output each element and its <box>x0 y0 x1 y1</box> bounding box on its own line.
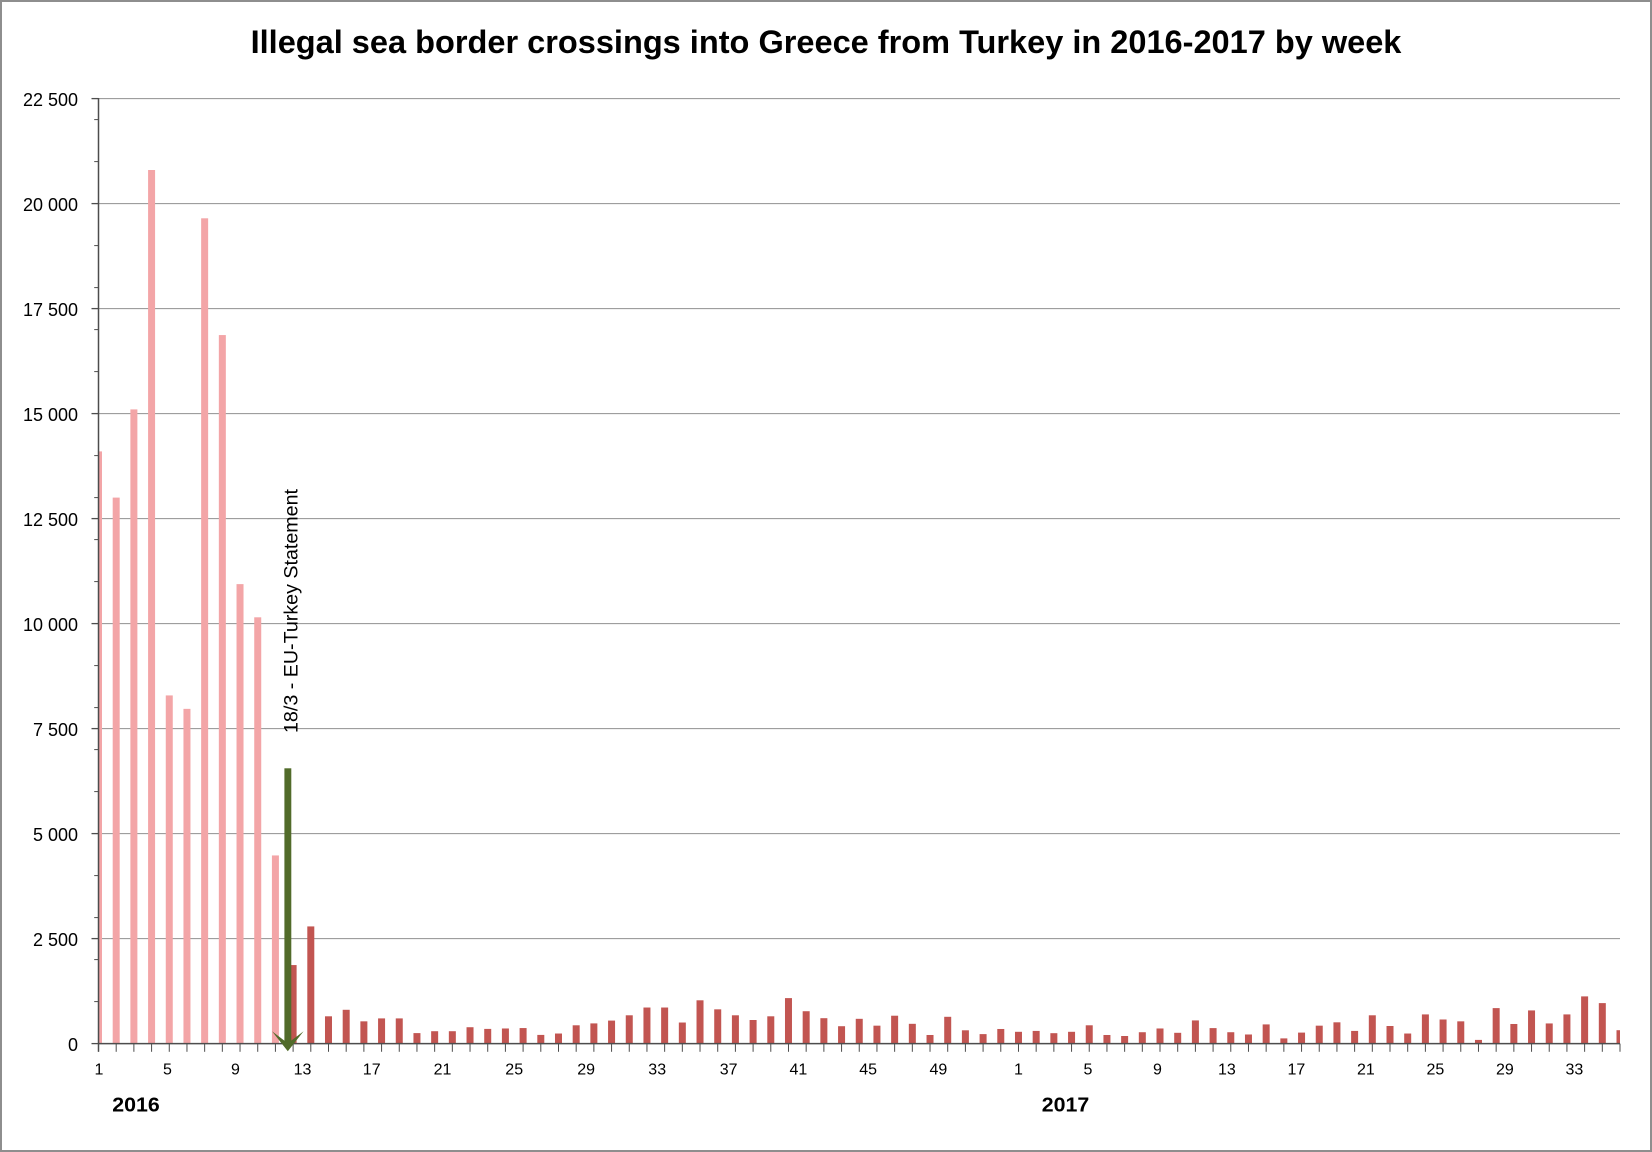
svg-text:9: 9 <box>231 1062 240 1079</box>
svg-text:29: 29 <box>577 1062 595 1079</box>
svg-text:29: 29 <box>1496 1062 1514 1079</box>
svg-text:25: 25 <box>1427 1062 1445 1079</box>
svg-text:15 000: 15 000 <box>23 405 78 425</box>
svg-text:12 500: 12 500 <box>23 510 78 530</box>
svg-text:37: 37 <box>720 1062 738 1079</box>
svg-text:21: 21 <box>1357 1062 1375 1079</box>
svg-text:Illegal sea border crossings i: Illegal sea border crossings into Greece… <box>251 23 1403 60</box>
svg-text:49: 49 <box>930 1062 948 1079</box>
svg-text:25: 25 <box>505 1062 523 1079</box>
svg-text:17: 17 <box>363 1062 381 1079</box>
svg-text:10 000: 10 000 <box>23 615 78 635</box>
svg-text:22 500: 22 500 <box>23 90 78 110</box>
svg-text:33: 33 <box>1566 1062 1584 1079</box>
svg-text:0: 0 <box>68 1035 78 1055</box>
svg-text:5: 5 <box>1083 1062 1092 1079</box>
svg-text:17 500: 17 500 <box>23 300 78 320</box>
svg-text:21: 21 <box>434 1062 452 1079</box>
svg-text:2017: 2017 <box>1042 1093 1090 1116</box>
svg-text:2016: 2016 <box>112 1093 160 1116</box>
svg-text:18/3 - EU-Turkey Statement: 18/3 - EU-Turkey Statement <box>282 488 303 733</box>
svg-text:41: 41 <box>790 1062 808 1079</box>
svg-text:20 000: 20 000 <box>23 195 78 215</box>
svg-text:13: 13 <box>294 1062 312 1079</box>
svg-text:45: 45 <box>859 1062 877 1079</box>
svg-text:7 500: 7 500 <box>33 720 78 740</box>
svg-text:13: 13 <box>1218 1062 1236 1079</box>
svg-text:9: 9 <box>1153 1062 1162 1079</box>
svg-text:1: 1 <box>95 1062 104 1079</box>
svg-text:17: 17 <box>1288 1062 1306 1079</box>
svg-text:1: 1 <box>1014 1062 1023 1079</box>
svg-text:5: 5 <box>163 1062 172 1079</box>
svg-text:5 000: 5 000 <box>33 825 78 845</box>
svg-text:2 500: 2 500 <box>33 930 78 950</box>
svg-text:33: 33 <box>648 1062 666 1079</box>
